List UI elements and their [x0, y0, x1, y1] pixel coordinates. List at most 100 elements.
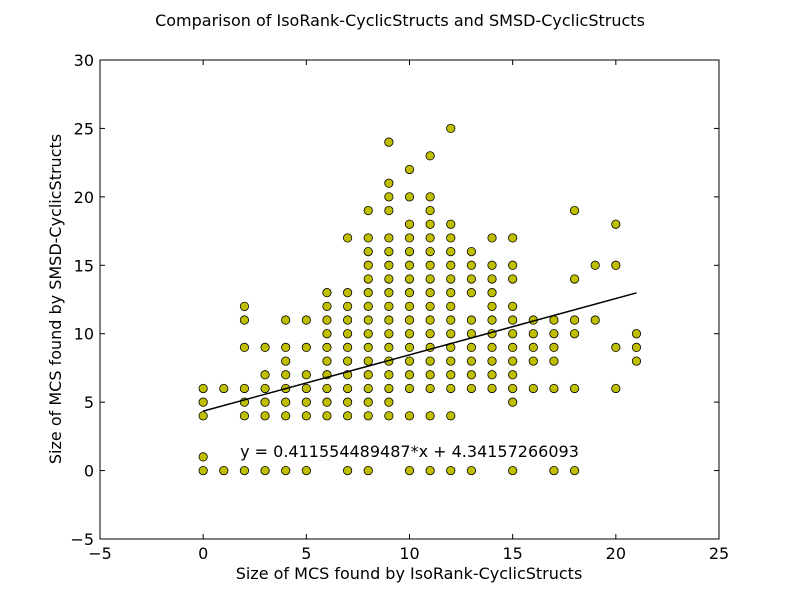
scatter-point — [425, 370, 435, 380]
scatter-point — [590, 260, 600, 270]
scatter-point — [404, 274, 415, 284]
scatter-point — [425, 233, 435, 243]
y-tick-label: 15 — [74, 256, 94, 275]
scatter-point — [569, 465, 580, 476]
y-tick-label: −5 — [70, 530, 94, 549]
scatter-point — [508, 315, 518, 325]
scatter-point — [487, 274, 497, 284]
scatter-point — [384, 397, 394, 407]
scatter-point — [425, 260, 435, 270]
scatter-point — [322, 301, 332, 311]
scatter-point — [611, 342, 621, 352]
scatter-point — [425, 219, 435, 229]
scatter-point — [611, 260, 621, 270]
scatter-point — [508, 383, 518, 394]
scatter-point — [611, 383, 621, 394]
scatter-point — [404, 233, 415, 243]
scatter-point — [260, 383, 270, 394]
y-tick-label: 10 — [74, 325, 94, 344]
scatter-point — [404, 411, 415, 421]
scatter-point — [239, 342, 250, 352]
x-axis-label: Size of MCS found by IsoRank-CyclicStruc… — [236, 564, 583, 583]
scatter-point — [363, 315, 373, 325]
scatter-point — [508, 301, 518, 311]
scatter-point — [487, 288, 497, 298]
scatter-point — [384, 274, 394, 284]
scatter-point — [363, 274, 373, 284]
scatter-point — [384, 137, 394, 147]
scatter-point — [281, 356, 291, 366]
scatter-point — [487, 383, 497, 394]
scatter-point — [342, 465, 353, 476]
scatter-point — [384, 288, 394, 298]
scatter-point — [466, 274, 476, 284]
axis-ticks: −5 0 5 10 15 20 25 −5 0 5 10 15 20 25 30 — [70, 51, 729, 563]
scatter-point — [198, 452, 208, 462]
scatter-point — [549, 465, 559, 476]
scatter-point — [322, 342, 332, 352]
scatter-point — [281, 411, 291, 421]
scatter-point — [425, 151, 435, 161]
scatter-point — [466, 465, 476, 476]
scatter-point — [322, 315, 332, 325]
y-tick-label: 5 — [84, 393, 94, 412]
scatter-point — [363, 247, 373, 257]
scatter-point — [508, 274, 518, 284]
scatter-point — [487, 342, 497, 352]
scatter-point — [508, 397, 518, 407]
scatter-point — [487, 301, 497, 311]
y-axis-label: Size of MCS found by SMSD-CyclicStructs — [46, 134, 65, 464]
scatter-point — [404, 356, 415, 366]
scatter-point — [404, 288, 415, 298]
scatter-point — [384, 247, 394, 257]
scatter-point — [569, 329, 580, 339]
scatter-point — [363, 397, 373, 407]
scatter-point — [260, 411, 270, 421]
x-tick-label: 20 — [606, 544, 626, 563]
scatter-point — [508, 370, 518, 380]
scatter-point — [384, 260, 394, 270]
scatter-point — [508, 342, 518, 352]
scatter-point — [549, 315, 559, 325]
scatter-point — [487, 315, 497, 325]
fit-line — [202, 292, 637, 412]
scatter-point — [404, 192, 415, 202]
scatter-point — [322, 329, 332, 339]
scatter-point — [239, 465, 250, 476]
fit-equation-label: y = 0.411554489487*x + 4.34157266093 — [240, 442, 579, 461]
scatter-point — [384, 192, 394, 202]
scatter-point — [446, 288, 456, 298]
scatter-point — [508, 260, 518, 270]
x-tick-label: 15 — [502, 544, 522, 563]
scatter-point — [528, 356, 538, 366]
scatter-point — [384, 233, 394, 243]
scatter-point — [322, 383, 332, 394]
scatter-point — [363, 205, 373, 216]
scatter-point — [363, 288, 373, 298]
scatter-point — [549, 383, 559, 394]
scatter-point — [363, 411, 373, 421]
scatter-point — [487, 260, 497, 270]
y-tick-label: 0 — [84, 462, 94, 481]
scatter-point — [342, 342, 353, 352]
scatter-point — [466, 383, 476, 394]
fit-line-group — [202, 292, 637, 412]
scatter-point — [446, 329, 456, 339]
scatter-point — [466, 356, 476, 366]
scatter-point — [425, 288, 435, 298]
scatter-point — [363, 370, 373, 380]
scatter-point — [508, 233, 518, 243]
scatter-point — [631, 342, 642, 352]
scatter-point — [301, 465, 311, 476]
scatter-point — [404, 383, 415, 394]
scatter-point — [611, 219, 621, 229]
scatter-point — [404, 260, 415, 270]
y-tick-label: 30 — [74, 51, 94, 70]
scatter-point — [549, 356, 559, 366]
scatter-point — [569, 274, 580, 284]
scatter-point — [631, 356, 642, 366]
scatter-point — [260, 370, 270, 380]
scatter-point — [198, 465, 208, 476]
scatter-point — [466, 260, 476, 270]
scatter-point — [466, 288, 476, 298]
